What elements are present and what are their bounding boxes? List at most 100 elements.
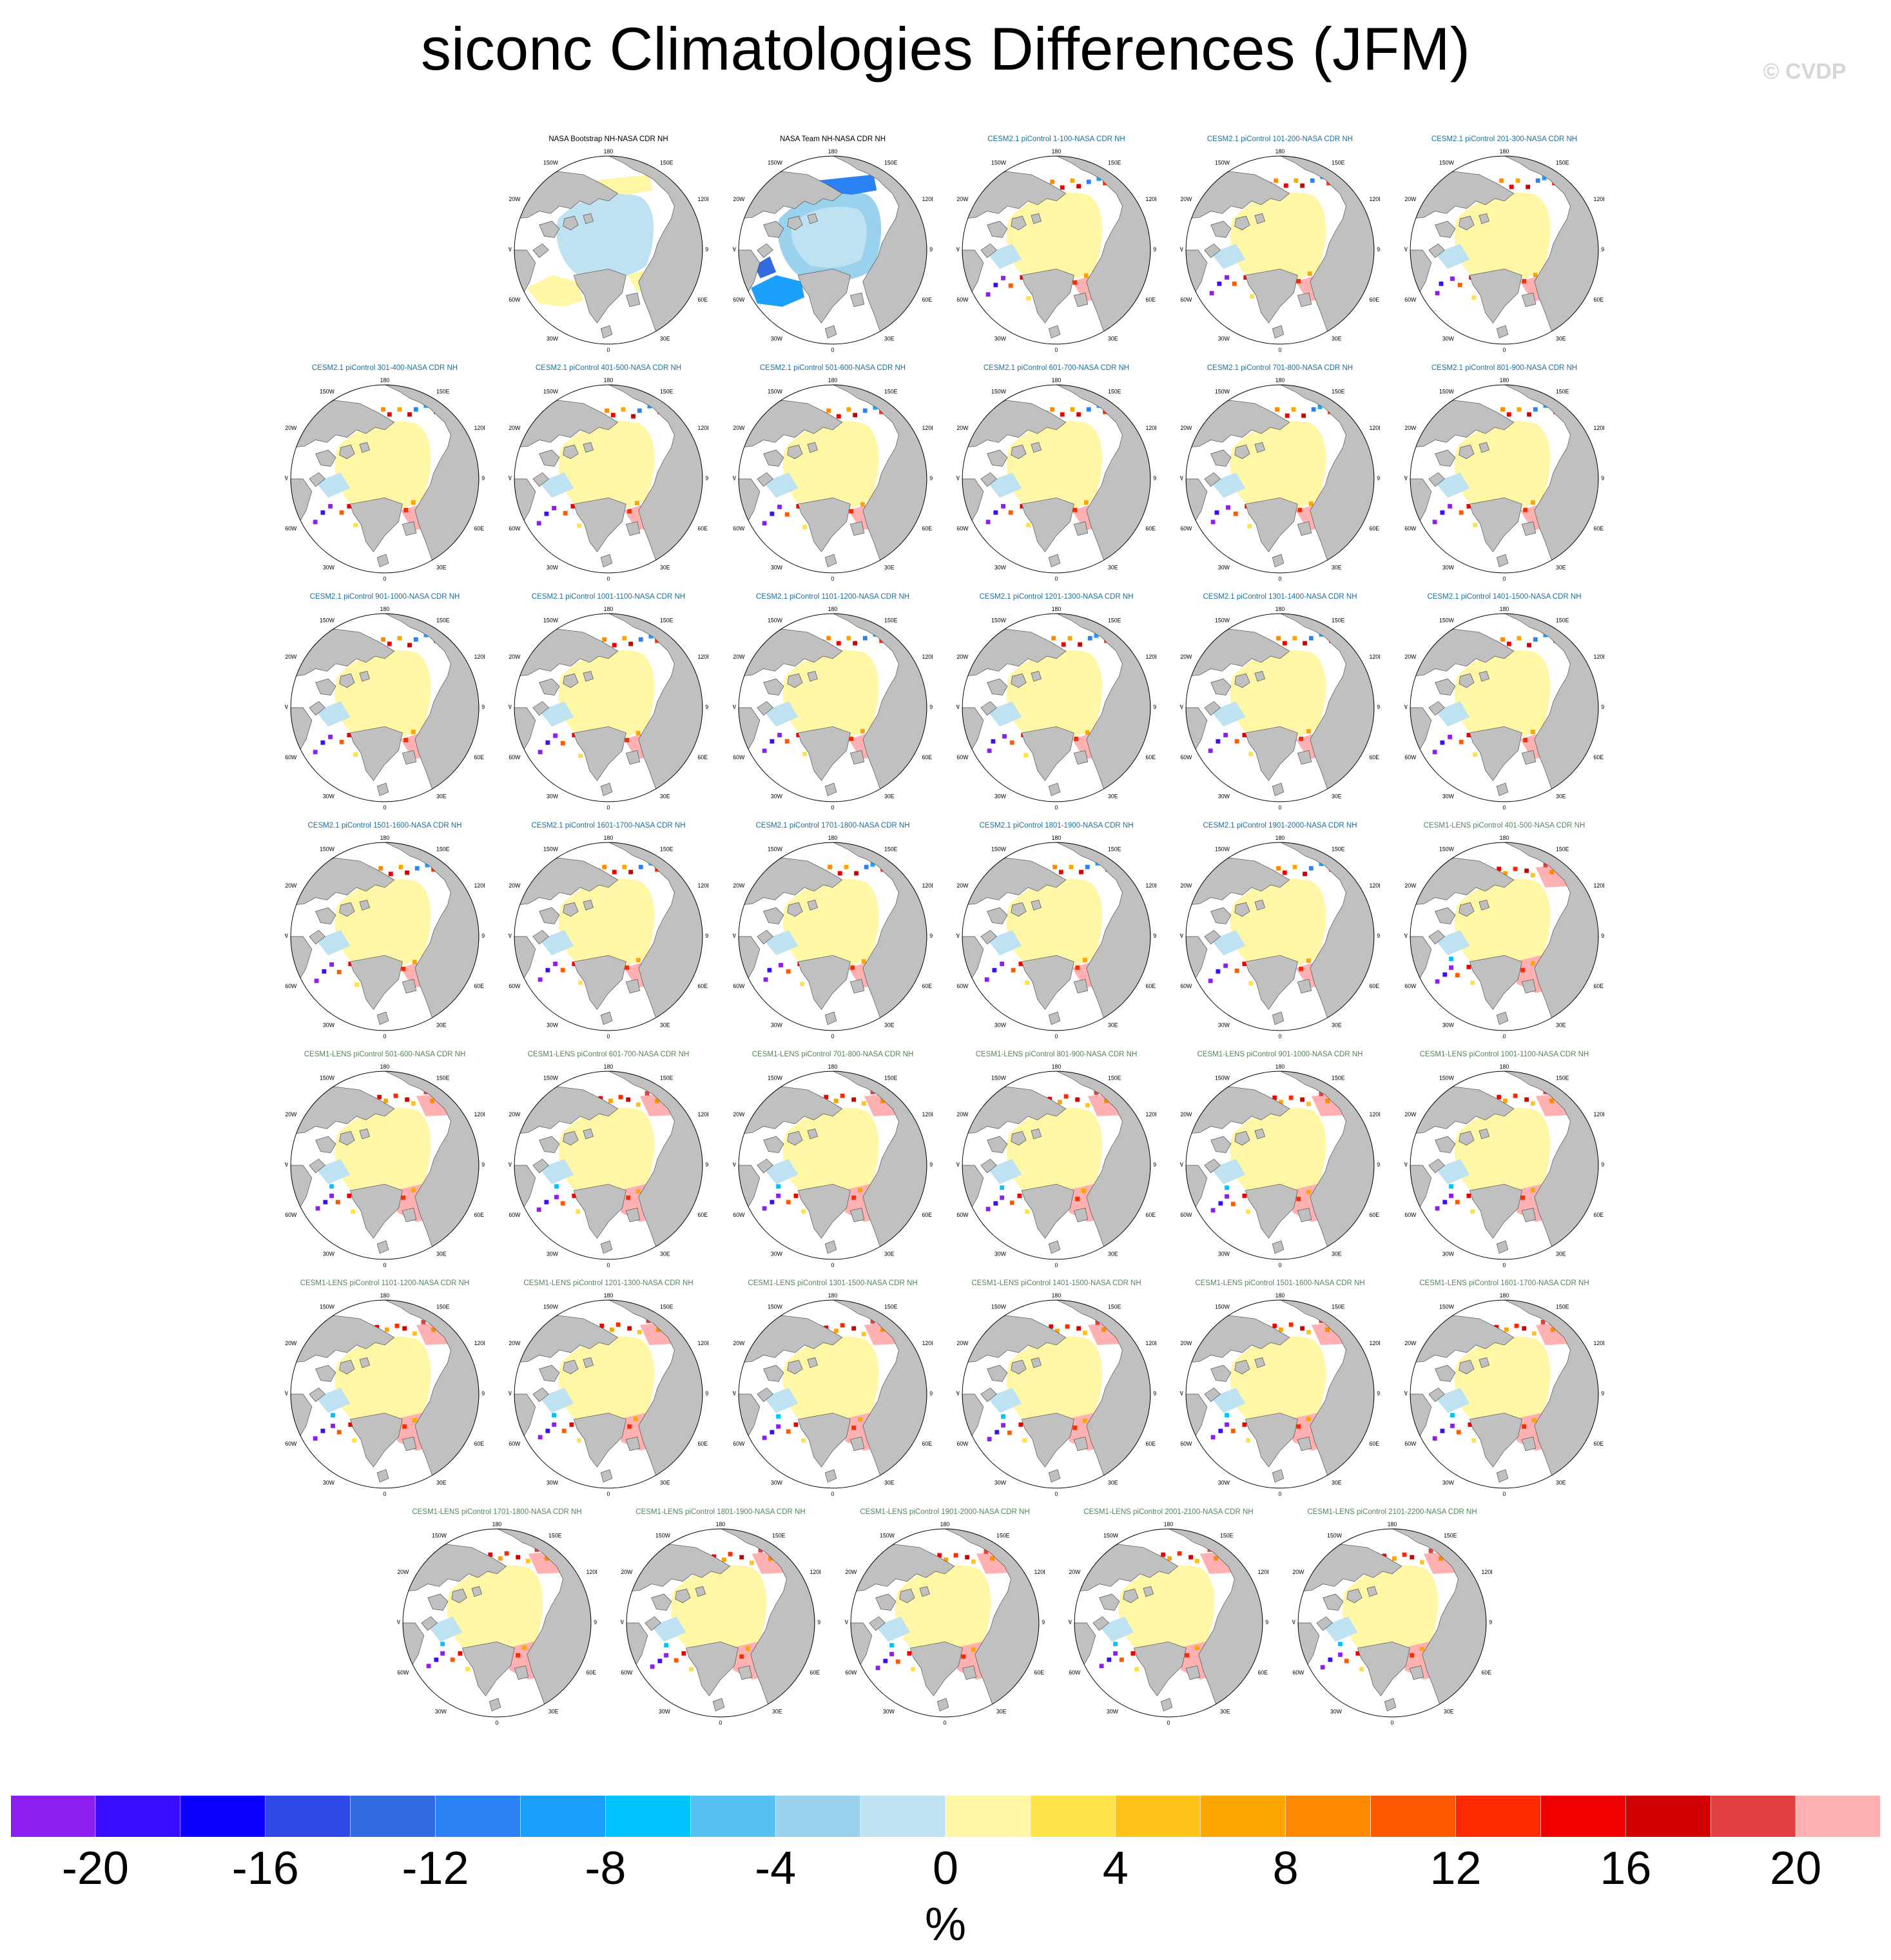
longitude-label-mid_right_lower: 60E: [1146, 983, 1156, 989]
colorbar-box: [1710, 1795, 1796, 1838]
longitude-label-mid_left_lower: 60W: [509, 296, 521, 303]
longitude-label-mid_right_lower: 60E: [474, 1441, 485, 1447]
longitude-label-mid_right_lower: 60E: [1370, 1212, 1380, 1218]
longitude-label-lower_left: 30W: [1442, 565, 1455, 571]
longitude-label-mid_left_lower: 60W: [1180, 296, 1192, 303]
map-panel: CESM2.1 piControl 1401-1500-NASA CDR NH 1…: [1404, 593, 1604, 819]
map-panel: NASA Bootstrap NH-NASA CDR NH 180 150W 150E…: [509, 135, 708, 361]
longitude-label-bottom: 0: [1055, 804, 1058, 811]
longitude-label-lower_right: 30E: [1444, 1709, 1454, 1715]
longitude-label-upper_right: 150E: [1556, 617, 1569, 623]
longitude-label-mid_left_lower: 60W: [397, 1669, 409, 1676]
longitude-label-upper_left: 150W: [768, 388, 783, 394]
longitude-label-lower_left: 30W: [1218, 1251, 1230, 1257]
longitude-label-top: 180: [604, 606, 614, 612]
longitude-label-bottom: 0: [1279, 347, 1282, 353]
colorbar-box: [95, 1795, 181, 1838]
polar-map: 180 150W 150E 120W 120E 90W 90E 60W 60E 30W 30E 0: [956, 377, 1156, 582]
longitude-label-right: 90E: [1265, 1619, 1268, 1625]
longitude-label-upper_left: 150W: [1439, 1074, 1455, 1081]
longitude-label-right: 90E: [1377, 1390, 1380, 1397]
longitude-label-bottom: 0: [1503, 1262, 1506, 1268]
longitude-label-mid_right_upper: 120E: [922, 196, 933, 202]
longitude-label-upper_right: 150E: [1556, 1074, 1569, 1081]
longitude-label-mid_right_upper: 120E: [698, 196, 708, 202]
polar-map: 180 150W 150E 120W 120E 90W 90E 60W 60E 30W 30E 0: [285, 835, 485, 1040]
longitude-label-mid_right_lower: 60E: [698, 1212, 708, 1218]
longitude-label-bottom: 0: [607, 1262, 610, 1268]
longitude-label-left: 90W: [285, 704, 288, 710]
longitude-label-right: 90E: [1377, 246, 1380, 253]
longitude-label-lower_right: 30E: [660, 565, 670, 571]
longitude-label-left: 90W: [285, 1161, 288, 1168]
longitude-label-mid_right_lower: 60E: [474, 754, 485, 761]
longitude-label-upper_left: 150W: [432, 1532, 447, 1538]
polar-map: 180 150W 150E 120W 120E 90W 90E 60W 60E 30W 30E 0: [1404, 1063, 1604, 1268]
colorbar-tick-label: -20: [61, 1843, 129, 1894]
longitude-label-upper_left: 150W: [768, 617, 783, 623]
longitude-label-lower_right: 30E: [1220, 1709, 1230, 1715]
longitude-label-mid_right_upper: 120E: [1258, 1569, 1268, 1575]
map-panel: CESM2.1 piControl 1901-2000-NASA CDR NH 1…: [1180, 822, 1380, 1047]
longitude-label-mid_right_lower: 60E: [1146, 525, 1156, 532]
map-panel: CESM1-LENS piControl 901-1000-NASA CDR N…: [1180, 1051, 1380, 1276]
longitude-label-mid_left_lower: 60W: [956, 1212, 969, 1218]
longitude-label-mid_left_upper: 120W: [956, 1111, 969, 1118]
longitude-label-mid_right_upper: 120E: [1146, 882, 1156, 889]
longitude-label-right: 90E: [1601, 1161, 1604, 1168]
longitude-label-right: 90E: [929, 1390, 933, 1397]
map-panel: CESM1-LENS piControl 2001-2100-NASA CDR …: [1069, 1508, 1268, 1734]
longitude-label-left: 90W: [509, 933, 512, 939]
colorbar-tick-label: -16: [231, 1843, 299, 1894]
longitude-label-mid_right_upper: 120E: [474, 1111, 485, 1118]
longitude-label-lower_right: 30E: [436, 1480, 447, 1486]
panel-title: CESM1-LENS piControl 1201-1300-NASA CDR …: [523, 1279, 693, 1287]
longitude-label-lower_left: 30W: [547, 1022, 559, 1029]
longitude-label-mid_right_upper: 120E: [1146, 1111, 1156, 1118]
longitude-label-mid_left_upper: 120W: [956, 1340, 969, 1346]
longitude-label-mid_right_lower: 60E: [1370, 754, 1380, 761]
longitude-label-lower_right: 30E: [772, 1709, 782, 1715]
longitude-label-top: 180: [828, 148, 838, 155]
longitude-label-mid_right_upper: 120E: [1594, 882, 1604, 889]
longitude-label-mid_left_lower: 60W: [733, 754, 745, 761]
longitude-label-top: 180: [1052, 148, 1062, 155]
map-panel: CESM2.1 piControl 1501-1600-NASA CDR NH 1…: [285, 822, 485, 1047]
longitude-label-mid_right_upper: 120E: [922, 1111, 933, 1118]
colorbar-box: [1540, 1795, 1626, 1838]
longitude-label-lower_left: 30W: [323, 793, 335, 800]
map-panel: CESM1-LENS piControl 1201-1300-NASA CDR …: [509, 1279, 708, 1505]
colorbar-tick-label: 20: [1770, 1843, 1822, 1894]
longitude-label-bottom: 0: [831, 1491, 835, 1497]
longitude-label-mid_right_lower: 60E: [1370, 296, 1380, 303]
longitude-label-upper_right: 150E: [436, 617, 450, 623]
longitude-label-right: 90E: [481, 475, 485, 481]
longitude-label-lower_left: 30W: [771, 793, 783, 800]
longitude-label-right: 90E: [1153, 933, 1156, 939]
longitude-label-right: 90E: [817, 1619, 820, 1625]
polar-map: 180 150W 150E 120W 120E 90W 90E 60W 60E 30W 30E 0: [285, 377, 485, 582]
map-panel: CESM2.1 piControl 801-900-NASA CDR NH 180…: [1404, 364, 1604, 590]
longitude-label-upper_right: 150E: [660, 388, 674, 394]
colorbar-box: [1030, 1795, 1116, 1838]
longitude-label-bottom: 0: [383, 576, 387, 582]
longitude-label-lower_right: 30E: [1556, 565, 1566, 571]
longitude-label-lower_left: 30W: [771, 565, 783, 571]
longitude-label-mid_right_upper: 120E: [1594, 1111, 1604, 1118]
longitude-label-right: 90E: [1601, 475, 1604, 481]
longitude-label-upper_right: 150E: [660, 159, 674, 166]
polar-map: 180 150W 150E 120W 120E 90W 90E 60W 60E 30W 30E 0: [956, 835, 1156, 1040]
map-panel: CESM2.1 piControl 601-700-NASA CDR NH 180…: [956, 364, 1156, 590]
longitude-label-mid_left_lower: 60W: [1404, 296, 1417, 303]
longitude-label-upper_right: 150E: [996, 1532, 1010, 1538]
longitude-label-mid_left_upper: 120W: [1180, 1111, 1192, 1118]
longitude-label-lower_left: 30W: [1442, 793, 1455, 800]
polar-map: 180 150W 150E 120W 120E 90W 90E 60W 60E 30W 30E 0: [1180, 1063, 1380, 1268]
colorbar-box: [945, 1795, 1031, 1838]
colorbar-box: [265, 1795, 351, 1838]
longitude-label-bottom: 0: [1503, 576, 1506, 582]
longitude-label-right: 90E: [594, 1619, 597, 1625]
panel-title: CESM2.1 piControl 401-500-NASA CDR NH: [535, 364, 682, 372]
longitude-label-mid_left_lower: 60W: [733, 525, 745, 532]
longitude-label-lower_left: 30W: [771, 336, 783, 342]
